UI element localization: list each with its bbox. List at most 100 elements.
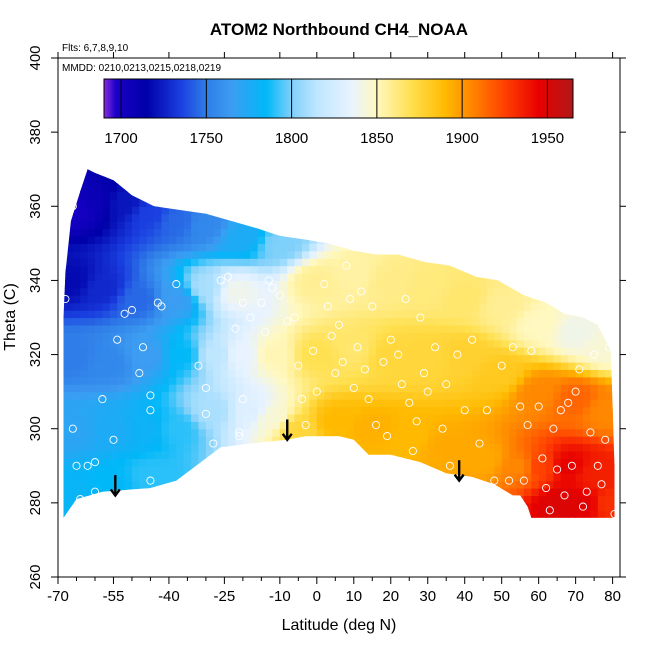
field-cell — [95, 332, 103, 341]
field-cell — [294, 458, 303, 467]
observation-point — [564, 398, 573, 407]
field-cell — [398, 488, 407, 496]
field-cell — [479, 488, 488, 496]
field-cell — [72, 436, 81, 445]
field-cell — [154, 243, 163, 252]
field-cell — [531, 235, 540, 244]
field-cell — [509, 295, 518, 304]
field-cell — [531, 465, 540, 474]
field-cell — [198, 413, 207, 422]
observation-point — [238, 395, 247, 404]
field-cell — [560, 273, 569, 281]
field-cell — [464, 413, 473, 422]
field-cell — [139, 354, 148, 363]
field-cell — [457, 347, 466, 356]
field-cell — [176, 265, 185, 274]
field-cell — [220, 376, 229, 385]
field-cell — [242, 221, 251, 230]
field-cell — [420, 169, 429, 170]
field-cell — [102, 443, 111, 452]
field-cell — [427, 206, 436, 215]
field-cell — [516, 169, 525, 178]
field-cell — [353, 465, 362, 474]
field-cell — [442, 302, 451, 311]
field-cell — [376, 518, 384, 526]
field-cell — [383, 465, 392, 474]
field-cell — [531, 473, 540, 482]
field-cell — [612, 391, 615, 400]
field-cell — [309, 399, 318, 408]
field-cell — [109, 354, 118, 363]
field-cell — [272, 354, 281, 363]
field-cell — [457, 495, 466, 504]
field-cell — [183, 428, 192, 437]
field-cell — [95, 191, 103, 200]
field-cell — [161, 317, 170, 326]
field-cell — [575, 169, 584, 178]
field-cell — [65, 465, 74, 474]
field-cell — [568, 184, 577, 192]
field-cell — [339, 502, 347, 511]
field-cell — [198, 465, 207, 474]
field-cell — [63, 488, 66, 496]
field-cell — [464, 213, 473, 222]
field-cell — [154, 443, 163, 452]
field-cell — [309, 310, 318, 319]
field-cell — [242, 451, 251, 459]
field-cell — [80, 169, 89, 170]
field-cell — [124, 510, 133, 518]
field-cell — [117, 213, 126, 222]
field-cell — [486, 198, 495, 207]
field-cell — [146, 198, 155, 207]
field-cell — [575, 302, 584, 311]
field-cell — [516, 169, 525, 170]
field-cell — [575, 354, 584, 363]
field-cell — [464, 191, 473, 200]
observation-point — [604, 343, 613, 352]
field-cell — [597, 362, 606, 370]
field-cell — [191, 295, 200, 304]
field-cell — [479, 198, 488, 207]
field-cell — [265, 347, 274, 356]
field-cell — [605, 258, 614, 267]
field-cell — [102, 518, 110, 526]
field-cell — [272, 198, 281, 207]
field-cell — [442, 235, 451, 244]
field-cell — [523, 287, 532, 296]
field-cell — [597, 310, 606, 319]
field-cell — [390, 473, 399, 482]
field-cell — [575, 310, 584, 319]
field-cell — [383, 451, 392, 459]
field-cell — [191, 451, 200, 459]
field-cell — [213, 198, 222, 207]
field-cell — [509, 436, 518, 445]
field-cell — [124, 295, 133, 304]
field-cell — [131, 310, 140, 319]
field-cell — [242, 176, 251, 185]
field-cell — [509, 421, 518, 430]
field-cell — [294, 369, 303, 378]
field-cell — [605, 265, 614, 274]
field-cell — [213, 213, 222, 222]
field-cell — [486, 317, 495, 326]
field-cell — [339, 295, 347, 304]
field-cell — [117, 250, 126, 259]
field-cell — [228, 369, 237, 378]
field-cell — [516, 451, 525, 459]
field-cell — [568, 362, 577, 370]
field-cell — [154, 317, 163, 326]
field-cell — [220, 391, 229, 400]
field-cell — [464, 502, 473, 511]
field-cell — [560, 354, 569, 363]
field-cell — [605, 502, 614, 511]
field-cell — [102, 265, 111, 274]
field-cell — [612, 406, 615, 415]
field-cell — [139, 176, 148, 185]
field-cell — [168, 354, 177, 363]
field-cell — [257, 310, 266, 319]
field-cell — [309, 362, 318, 370]
field-cell — [279, 495, 288, 504]
field-cell — [575, 458, 584, 467]
field-cell — [346, 324, 355, 333]
field-cell — [87, 243, 96, 252]
